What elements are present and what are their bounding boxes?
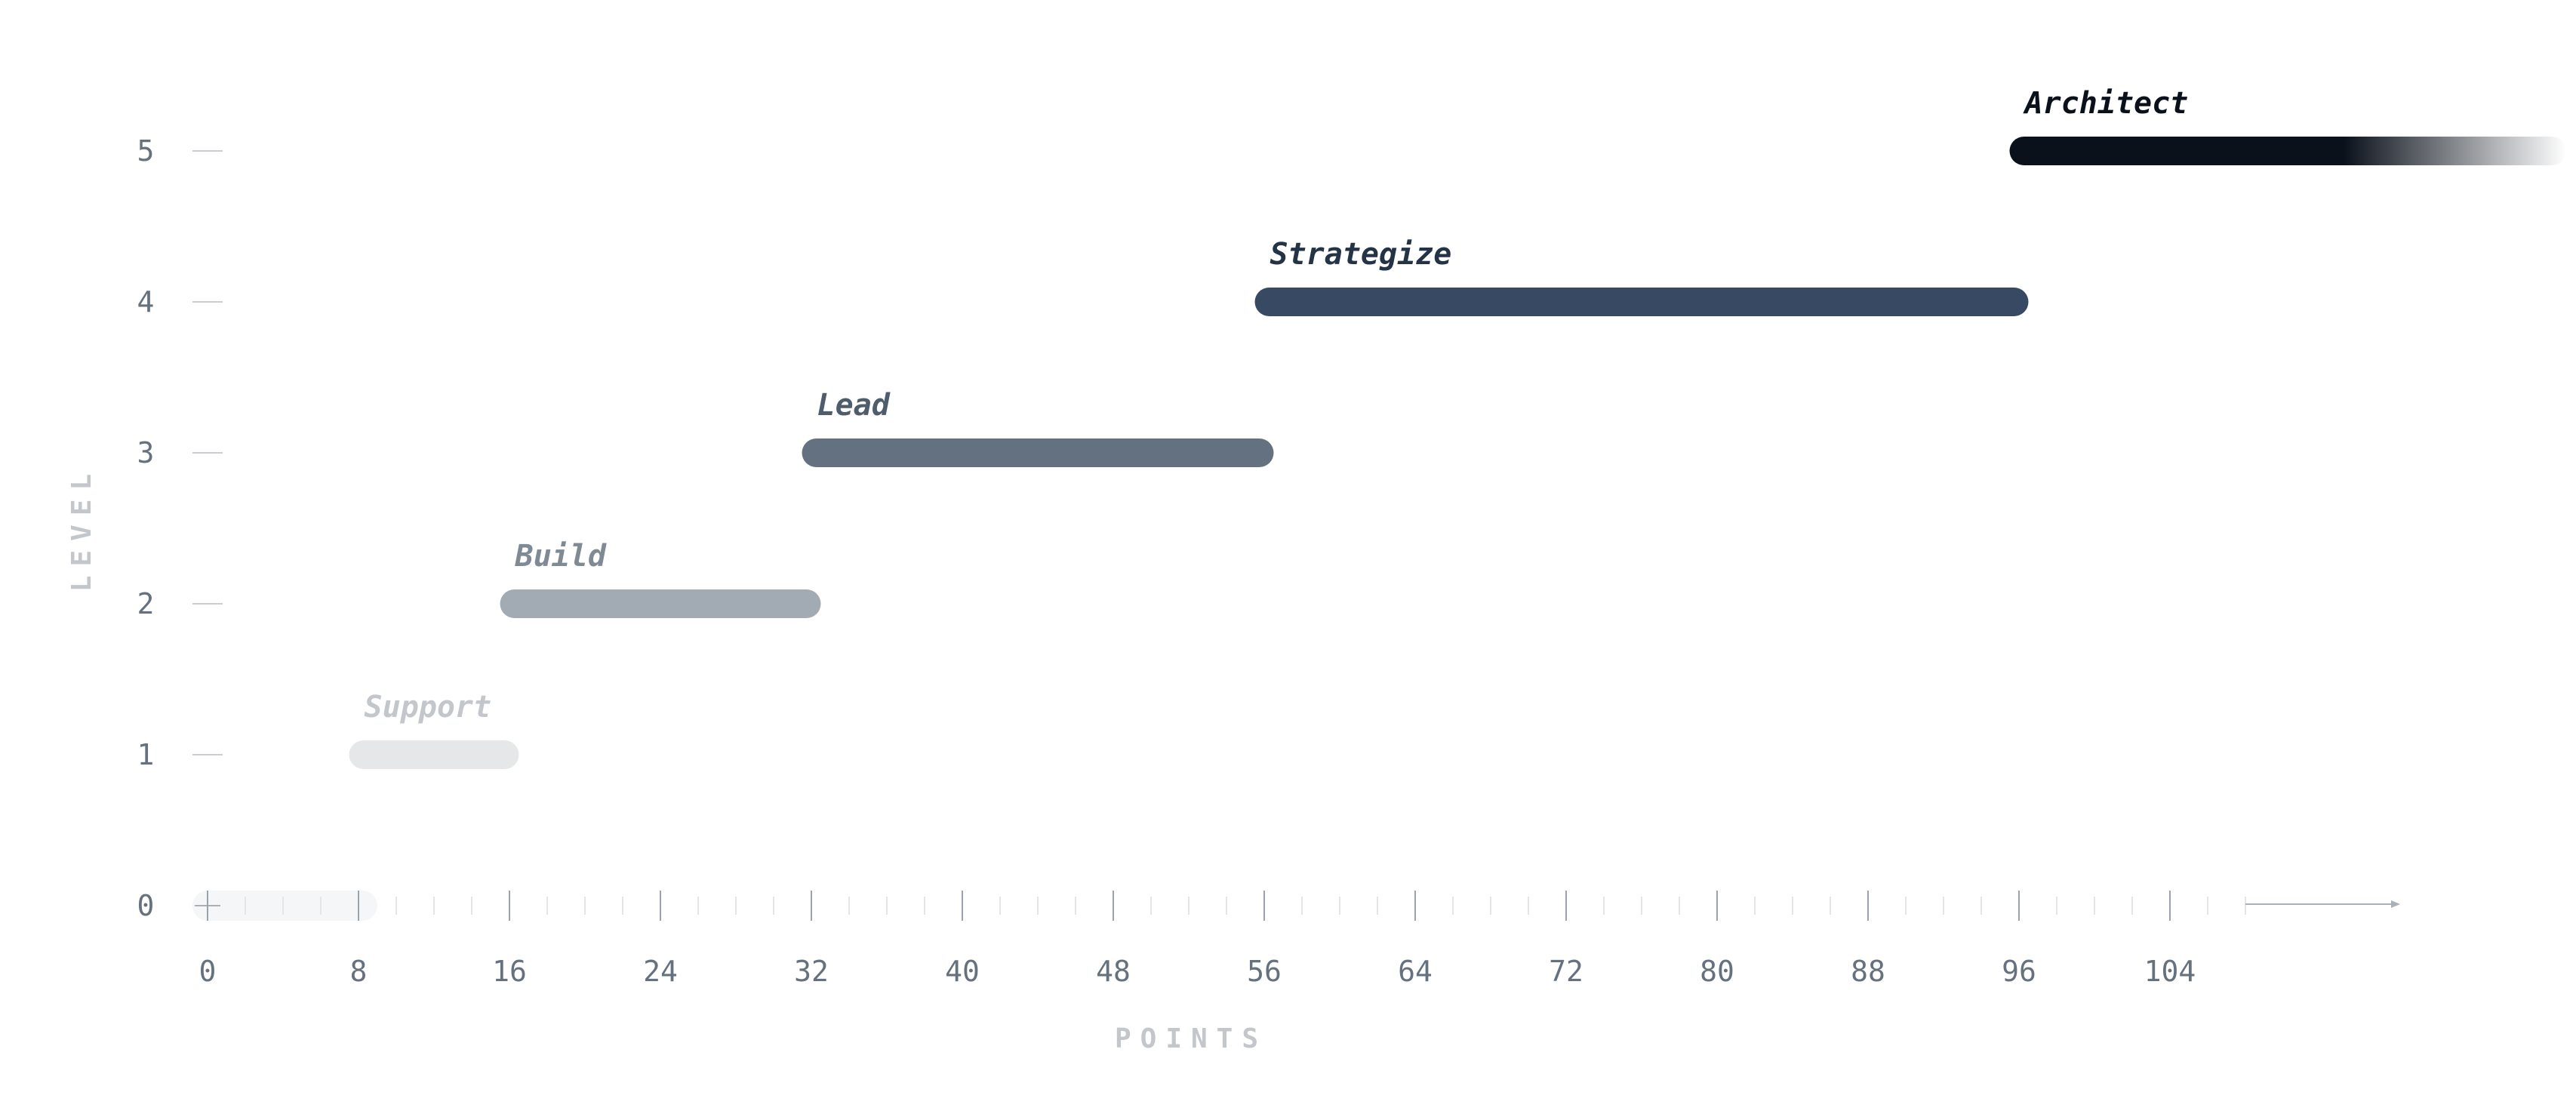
x-tick-label: 96 bbox=[2002, 955, 2036, 988]
bar-lead bbox=[802, 438, 1274, 467]
x-tick-label: 88 bbox=[1851, 955, 1885, 988]
x-axis-arrow-head bbox=[2391, 900, 2400, 908]
bar-strategize bbox=[1254, 288, 2029, 316]
bar-label-architect: Architect bbox=[2023, 86, 2189, 121]
bars-layer bbox=[349, 137, 2566, 769]
bar-label-strategize: Strategize bbox=[1270, 237, 1452, 272]
y-tick-label: 3 bbox=[137, 436, 155, 469]
x-tick-label: 104 bbox=[2144, 955, 2196, 988]
bar-label-support: Support bbox=[365, 690, 492, 725]
bar-build bbox=[500, 589, 821, 618]
y-axis-title: LEVEL bbox=[66, 465, 97, 592]
y-tick-label: 4 bbox=[137, 285, 155, 318]
labels-layer: 0 1 2 3 4 5 0 8 16 24 32 40 48 56 64 72 80 88 96 104 POINTS L… bbox=[66, 86, 2196, 1054]
x-tick-label: 56 bbox=[1247, 955, 1282, 988]
x-tick-label: 16 bbox=[492, 955, 527, 988]
y-tick-label: 0 bbox=[137, 889, 155, 922]
x-tick-label: 32 bbox=[794, 955, 829, 988]
axes-layer bbox=[192, 150, 2400, 921]
x-tick-label: 72 bbox=[1549, 955, 1583, 988]
bar-label-build: Build bbox=[515, 539, 607, 574]
x-tick-label: 8 bbox=[350, 955, 368, 988]
y-tick-label: 2 bbox=[137, 587, 155, 620]
bar-support bbox=[349, 740, 519, 769]
origin-highlight-band bbox=[192, 891, 377, 921]
x-tick-label: 0 bbox=[199, 955, 217, 988]
x-tick-label: 80 bbox=[1700, 955, 1734, 988]
y-tick-label: 5 bbox=[137, 134, 155, 168]
x-tick-label: 40 bbox=[945, 955, 980, 988]
x-tick-label: 64 bbox=[1398, 955, 1433, 988]
x-tick-label: 48 bbox=[1096, 955, 1131, 988]
x-axis-title: POINTS bbox=[1115, 1023, 1267, 1054]
x-tick-label: 24 bbox=[643, 955, 678, 988]
chart-background-layer bbox=[192, 891, 377, 921]
bar-label-lead: Lead bbox=[817, 388, 891, 423]
bar-architect bbox=[2009, 137, 2566, 165]
y-tick-label: 1 bbox=[137, 738, 155, 771]
